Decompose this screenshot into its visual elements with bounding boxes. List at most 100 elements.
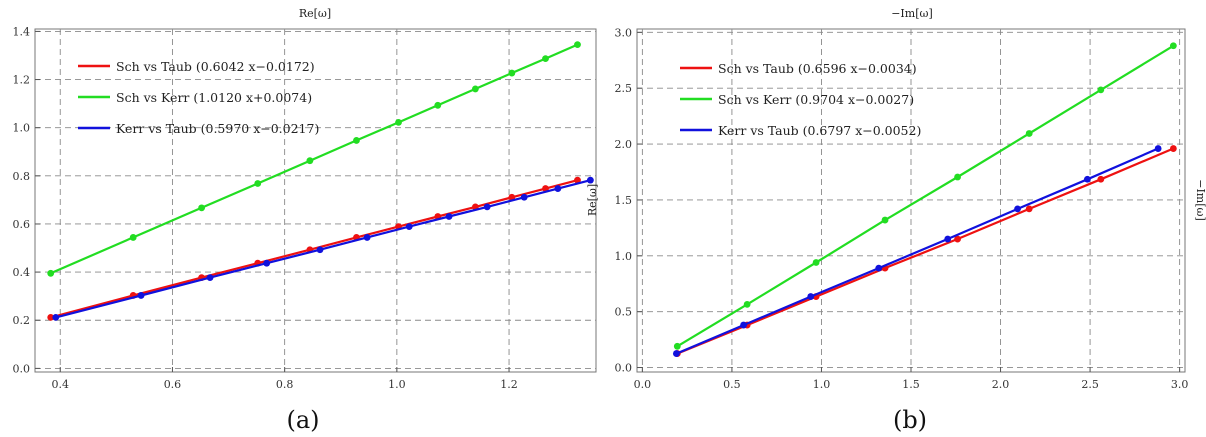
panel-a: 0.4 0.6 0.8 1.0 1.20.00.20.40.60.81.01.21.4 … — [13, 7, 597, 434]
x-tick-label: 2.5 — [1081, 378, 1099, 391]
y-tick-label: 0.6 — [13, 218, 31, 231]
panel-b: 0.0 0.5 1.0 1.5 2.0 2.5 3.0 0.0 0.5 1.0 1.5 2.0 2.5 3… — [586, 7, 1206, 434]
plot-frame-a — [34, 28, 597, 373]
y-tick-label: 1.4 — [13, 25, 31, 38]
legend-a: Sch vs Taub (0.6042 x−0.0172) Sch vs Kerr… — [78, 59, 319, 136]
y-tick-label: 0.4 — [13, 266, 31, 279]
series-b — [672, 42, 1177, 357]
data-point-b-0 — [1169, 145, 1177, 152]
data-point-a-1 — [395, 118, 402, 126]
y-tick-label: 3.0 — [615, 26, 633, 39]
data-point-a-2 — [52, 313, 60, 321]
data-point-b-0 — [1025, 205, 1033, 213]
data-point-b-2 — [944, 235, 952, 243]
data-point-a-1 — [306, 157, 314, 165]
x-tick-label: 1.0 — [813, 378, 831, 391]
data-point-b-0 — [954, 235, 961, 243]
data-point-a-2 — [405, 223, 413, 231]
data-point-a-1 — [353, 137, 360, 144]
series-line-b-1 — [676, 44, 1174, 348]
data-point-b-2 — [1083, 175, 1091, 183]
series-line-b-2 — [675, 147, 1159, 355]
data-point-b-2 — [740, 321, 747, 329]
data-point-b-2 — [672, 350, 680, 357]
data-point-b-1 — [743, 301, 751, 308]
legend-label-b-0: Sch vs Taub (0.6596 x−0.0034) — [718, 61, 917, 76]
x-tick-label: 1.5 — [902, 378, 920, 391]
y-tick-label: 0.0 — [615, 362, 633, 375]
data-point-a-1 — [471, 85, 479, 93]
data-point-a-2 — [316, 246, 324, 254]
y-tick-label: 0.8 — [13, 170, 31, 183]
data-point-b-0 — [1097, 175, 1105, 183]
data-point-a-1 — [198, 204, 206, 212]
data-point-b-2 — [1014, 205, 1021, 213]
data-point-a-1 — [254, 180, 262, 187]
data-point-a-0 — [574, 176, 581, 184]
data-point-a-2 — [445, 213, 453, 220]
axes-a: 0.4 0.6 0.8 1.0 1.2 0.0 0.2 0.4 0.6 0.8 1.0 1.2 1.4 — [13, 25, 518, 391]
data-point-b-1 — [1169, 42, 1177, 50]
series-line-b-0 — [676, 147, 1174, 355]
x-tick-label: 1.0 — [388, 378, 406, 391]
y-tick-label: 2.0 — [615, 138, 633, 151]
legend-label-a-0: Sch vs Taub (0.6042 x−0.0172) — [116, 59, 315, 74]
panel-caption-a: (a) — [286, 406, 319, 434]
x-tick-label: 0.4 — [51, 378, 69, 391]
x-tick-label: 1.2 — [500, 378, 518, 391]
data-point-b-1 — [673, 342, 681, 350]
x-tick-label: 3.0 — [1171, 378, 1189, 391]
series-line-a-1 — [50, 43, 578, 275]
legend-label-b-2: Kerr vs Taub (0.6797 x−0.0052) — [718, 123, 921, 138]
series-line-a-0 — [50, 179, 578, 319]
x-tick-label: 0.8 — [276, 378, 294, 391]
y-tick-label: 0.0 — [13, 362, 31, 375]
data-point-a-2 — [520, 193, 528, 201]
data-point-a-1 — [508, 69, 516, 77]
x-tick-label: 0.0 — [634, 378, 652, 391]
y-tick-label: 1.0 — [13, 122, 31, 135]
y-tick-label: 0.2 — [13, 314, 31, 327]
y-tick-label: 1.5 — [615, 194, 633, 207]
data-point-b-1 — [954, 173, 961, 181]
data-point-a-2 — [263, 259, 271, 267]
y-tick-label: 1.2 — [13, 74, 31, 87]
data-point-b-1 — [812, 259, 820, 266]
x-tick-label: 0.5 — [723, 378, 741, 391]
series-line-a-2 — [55, 179, 591, 319]
y-tick-label: 0.5 — [615, 306, 633, 319]
data-point-a-1 — [434, 101, 442, 109]
data-point-a-2 — [554, 185, 562, 192]
data-point-a-2 — [363, 234, 371, 241]
data-point-b-1 — [881, 216, 889, 224]
grid-a — [35, 29, 596, 372]
data-point-b-2 — [807, 293, 815, 300]
data-point-b-2 — [1154, 145, 1162, 152]
data-point-a-2 — [483, 203, 491, 211]
data-point-a-1 — [574, 41, 581, 49]
y-axis-label-b: Re[ω] — [586, 184, 599, 216]
y-tick-label: 1.0 — [615, 250, 633, 263]
data-point-a-2 — [586, 176, 594, 184]
right-axis-label-b: −Im[ω] — [1194, 179, 1206, 221]
data-point-a-1 — [542, 55, 549, 63]
series-a — [47, 41, 594, 321]
chart-title-a: Re[ω] — [299, 7, 331, 20]
data-point-a-2 — [137, 292, 145, 299]
data-point-a-1 — [47, 269, 55, 277]
y-tick-label: 2.5 — [615, 82, 633, 95]
chart-title-b: −Im[ω] — [891, 7, 933, 20]
data-point-b-1 — [1025, 130, 1033, 137]
legend-label-a-2: Kerr vs Taub (0.5970 x−0.0217) — [116, 121, 319, 136]
data-point-a-1 — [129, 234, 137, 241]
panel-caption-b: (b) — [893, 406, 927, 434]
data-point-a-2 — [206, 274, 214, 282]
x-tick-label: 2.0 — [992, 378, 1010, 391]
data-point-a-0 — [47, 313, 55, 321]
legend-label-a-1: Sch vs Kerr (1.0120 x+0.0074) — [116, 90, 312, 105]
legend-label-b-1: Sch vs Kerr (0.9704 x−0.0027) — [718, 92, 914, 107]
data-point-b-1 — [1097, 86, 1105, 94]
x-tick-label: 0.6 — [164, 378, 182, 391]
legend-b: Sch vs Taub (0.6596 x−0.0034) Sch vs Kerr… — [680, 61, 921, 138]
